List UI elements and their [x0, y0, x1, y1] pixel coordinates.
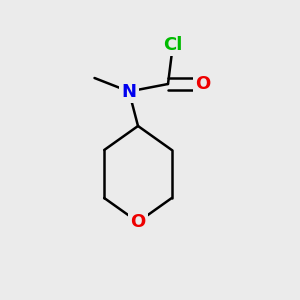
Text: O: O: [130, 213, 146, 231]
Text: O: O: [195, 75, 210, 93]
Text: Cl: Cl: [163, 36, 182, 54]
Text: N: N: [122, 82, 136, 100]
